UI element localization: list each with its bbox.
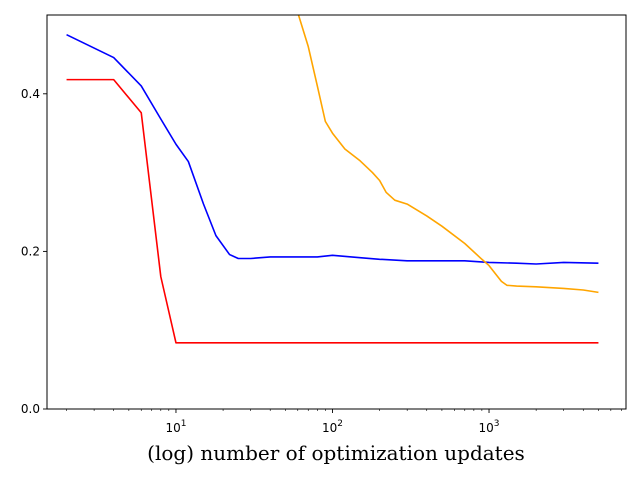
- y-tick-label: 0.4: [21, 87, 40, 101]
- y-tick-label: 0.0: [21, 402, 40, 416]
- y-tick-label: 0.2: [21, 244, 40, 258]
- series-layer: [66, 15, 599, 344]
- plot-frame: [46, 14, 627, 410]
- x-axis-label: (log) number of optimization updates: [147, 441, 525, 465]
- series-line-2: [66, 33, 599, 265]
- series-line-3: [297, 15, 599, 294]
- y-axis-ticks: 0.0 0.2 0.4: [21, 87, 47, 416]
- series-line-1: [66, 78, 599, 344]
